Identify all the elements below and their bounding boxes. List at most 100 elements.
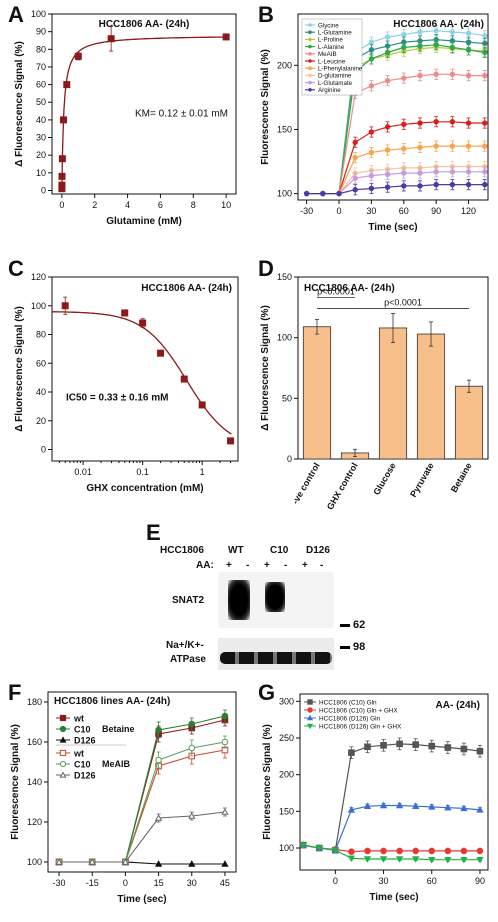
data-point	[55, 858, 63, 865]
series-line	[303, 743, 481, 851]
data-point	[396, 847, 403, 855]
data-point	[368, 172, 375, 179]
legend-label: HCC1806 (C10) Gln + GHX	[319, 708, 398, 715]
blot-aa-sign: +	[302, 560, 308, 571]
data-point	[348, 848, 355, 855]
data-point	[121, 309, 129, 317]
y-tick-label: 250	[279, 733, 294, 743]
data-point	[58, 181, 66, 189]
data-point	[58, 155, 66, 163]
data-point	[433, 42, 439, 48]
data-point	[107, 35, 115, 43]
data-point	[61, 302, 69, 310]
data-point	[417, 72, 423, 79]
legend-label: L-Proline	[318, 37, 343, 44]
data-point	[476, 806, 484, 813]
blot-aa-sign: -	[246, 560, 250, 571]
x-category-label: Betaine	[449, 461, 474, 494]
panel-letter-c: C	[8, 256, 24, 281]
data-point	[444, 803, 452, 811]
y-tick-label: 40	[36, 387, 46, 397]
legend-marker	[306, 714, 314, 721]
y-axis-label: Fluorescence Signal (%)	[10, 724, 21, 840]
y-tick-label: 80	[36, 44, 46, 54]
data-point	[449, 71, 456, 77]
legend-label: D126	[74, 736, 96, 746]
data-point	[384, 78, 391, 84]
data-point	[221, 808, 229, 815]
legend-marker	[308, 66, 312, 70]
data-point	[352, 154, 358, 161]
bar	[454, 385, 484, 460]
data-point	[331, 847, 340, 855]
y-tick-label: 300	[279, 696, 294, 706]
panel-letter-f: F	[8, 680, 22, 705]
bar	[416, 333, 446, 460]
x-tick-label: 0.01	[74, 467, 92, 477]
x-category-label: Glucose	[371, 461, 397, 497]
data-point	[188, 860, 196, 867]
x-tick-label: 8	[191, 200, 196, 210]
y-tick-label: 70	[36, 62, 46, 72]
blot-marker-62: 62	[353, 619, 366, 631]
chart-panel-d: 0 50 100 150 Δ Fluorescence Signal (%) -ve co…	[260, 272, 489, 511]
y-axis-label: Δ Fluorescence Signal (%)	[14, 306, 25, 432]
significance-label: p<0.0001	[317, 287, 355, 297]
data-point	[433, 27, 439, 34]
data-point	[417, 183, 423, 189]
plot-frame	[297, 13, 489, 201]
data-point	[188, 744, 196, 752]
data-point	[449, 181, 456, 188]
data-point	[482, 49, 488, 56]
data-point	[444, 847, 452, 855]
plot-frame	[299, 693, 489, 871]
legend-marker	[59, 771, 67, 778]
data-point	[482, 143, 488, 149]
data-point	[417, 29, 423, 35]
data-point	[155, 756, 162, 764]
y-axis-label: Fluorescence Signal (%)	[262, 724, 273, 840]
data-point	[74, 52, 82, 60]
x-axis-label: Glutamine (mM)	[106, 216, 182, 227]
x-tick-label: 30	[366, 206, 376, 216]
data-point	[368, 185, 375, 192]
data-point	[180, 375, 188, 383]
legend-label: L-Glutamate	[318, 80, 353, 87]
data-point	[155, 726, 162, 734]
data-point	[379, 856, 388, 863]
data-point	[417, 144, 423, 151]
data-point	[380, 847, 387, 855]
y-tick-label: 180	[27, 697, 42, 707]
data-point	[384, 171, 391, 178]
blot-marker-tick	[340, 646, 350, 649]
data-point	[347, 855, 356, 863]
data-point	[433, 143, 439, 149]
blot-aa-sign: +	[226, 560, 232, 571]
legend-label: D-glutamine	[318, 73, 352, 80]
y-axis-label: Δ Fluorescence Signal (%)	[14, 41, 25, 167]
data-point	[384, 147, 391, 153]
blot-lane-d126: D126	[306, 545, 330, 556]
data-point	[428, 856, 436, 864]
y-axis-label: Fluorescence Signal (%)	[260, 49, 271, 165]
x-tick-label: -30	[300, 206, 313, 216]
data-point	[401, 145, 407, 152]
data-point	[368, 149, 375, 156]
data-point	[336, 190, 342, 197]
data-point	[363, 856, 372, 863]
legend-label: L-Glutamine	[318, 30, 352, 37]
legend-label: HCC1806 (C10) Gln	[319, 700, 377, 707]
data-point	[482, 169, 488, 175]
data-point	[433, 119, 439, 125]
panel-letter-e: E	[146, 520, 161, 545]
data-point	[364, 847, 371, 855]
data-point	[364, 743, 371, 751]
x-tick-label: 0.1	[136, 467, 149, 477]
data-point	[465, 120, 472, 126]
data-point	[401, 44, 407, 51]
legend-marker	[59, 714, 67, 722]
data-point	[433, 181, 439, 188]
x-tick-label: 0	[337, 206, 342, 216]
data-point	[460, 804, 468, 812]
series-line	[303, 844, 480, 861]
